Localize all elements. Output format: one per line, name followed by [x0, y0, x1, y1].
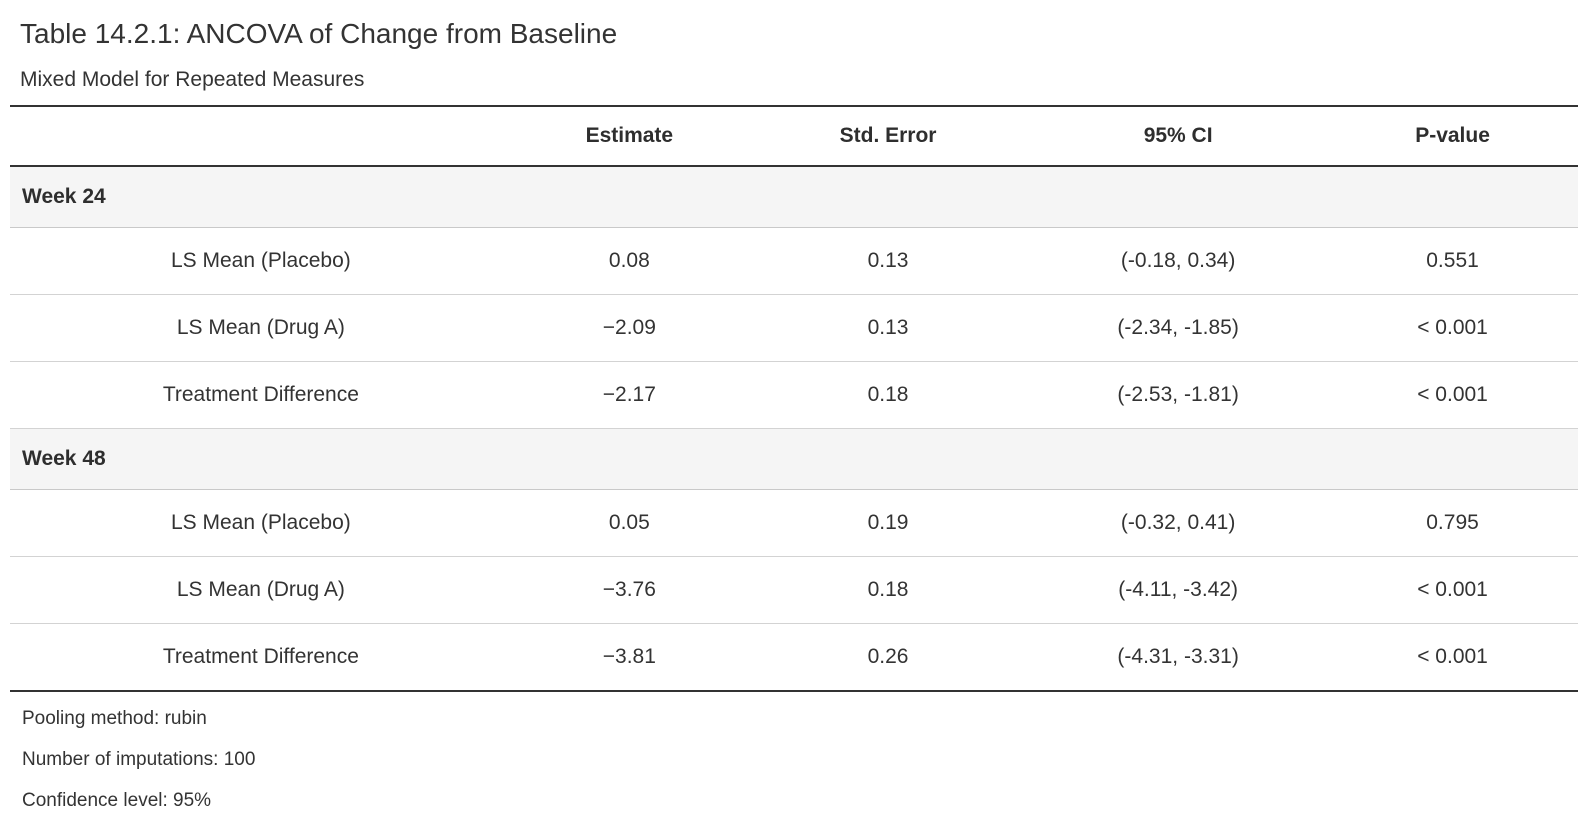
cell-estimate: −2.17: [511, 361, 747, 429]
footnote-pooling-method: Pooling method: rubin: [22, 708, 207, 729]
row-label: Treatment Difference: [10, 361, 512, 429]
group-label: Week 24: [10, 166, 1578, 228]
table-subtitle: Mixed Model for Repeated Measures: [20, 68, 365, 91]
cell-ci: (-2.53, -1.81): [1029, 361, 1328, 429]
cell-p-value: < 0.001: [1327, 294, 1578, 362]
table-title: Table 14.2.1: ANCOVA of Change from Base…: [20, 18, 618, 49]
column-header-ci: 95% CI: [1143, 124, 1213, 147]
column-header-std-error: Std. Error: [839, 124, 937, 147]
cell-p-value: 0.551: [1327, 227, 1578, 295]
cell-std-error: 0.18: [746, 361, 1030, 429]
row-label: Treatment Difference: [10, 623, 512, 691]
cell-ci: (-0.18, 0.34): [1029, 227, 1328, 295]
column-header-estimate: Estimate: [585, 124, 674, 147]
table-row: LS Mean (Drug A) −3.76 0.18 (-4.11, -3.42) <…: [10, 556, 1578, 624]
group-row: Week 48: [10, 428, 1578, 490]
cell-ci: (-4.11, -3.42): [1029, 556, 1328, 624]
table-body: Week 24 LS Mean (Placebo) 0.08 0.13 (-0.18, …: [10, 166, 1578, 691]
cell-std-error: 0.18: [746, 556, 1030, 624]
cell-estimate: 0.08: [511, 227, 747, 295]
table-head: Estimate Std. Error 95% CI P-value: [10, 106, 1578, 166]
cell-p-value: < 0.001: [1327, 623, 1578, 691]
table-row: LS Mean (Placebo) 0.05 0.19 (-0.32, 0.41) 0.…: [10, 489, 1578, 557]
column-header-stub: [10, 106, 512, 166]
cell-ci: (-4.31, -3.31): [1029, 623, 1328, 691]
group-label: Week 48: [10, 428, 1578, 490]
footnote-imputations: Number of imputations: 100: [22, 749, 256, 770]
cell-estimate: −2.09: [511, 294, 747, 362]
cell-ci: (-2.34, -1.85): [1029, 294, 1328, 362]
ancova-table: Estimate Std. Error 95% CI P-value Week …: [10, 105, 1578, 692]
cell-p-value: < 0.001: [1327, 556, 1578, 624]
footnote-confidence-level: Confidence level: 95%: [22, 790, 212, 811]
table-row: Treatment Difference −3.81 0.26 (-4.31, -3.…: [10, 623, 1578, 691]
row-label: LS Mean (Placebo): [10, 489, 512, 557]
cell-estimate: −3.76: [511, 556, 747, 624]
table-row: Treatment Difference −2.17 0.18 (-2.53, -1.…: [10, 361, 1578, 429]
cell-std-error: 0.13: [746, 294, 1030, 362]
cell-p-value: < 0.001: [1327, 361, 1578, 429]
cell-std-error: 0.13: [746, 227, 1030, 295]
cell-std-error: 0.26: [746, 623, 1030, 691]
cell-ci: (-0.32, 0.41): [1029, 489, 1328, 557]
table-row: LS Mean (Drug A) −2.09 0.13 (-2.34, -1.85) <…: [10, 294, 1578, 362]
row-label: LS Mean (Drug A): [10, 294, 512, 362]
group-row: Week 24: [10, 166, 1578, 228]
row-label: LS Mean (Drug A): [10, 556, 512, 624]
column-header-row: Estimate Std. Error 95% CI P-value: [10, 106, 1578, 166]
table-row: LS Mean (Placebo) 0.08 0.13 (-0.18, 0.34) 0.…: [10, 227, 1578, 295]
cell-estimate: 0.05: [511, 489, 747, 557]
table-header-block: Table 14.2.1: ANCOVA of Change from Base…: [10, 0, 1578, 105]
cell-p-value: 0.795: [1327, 489, 1578, 557]
cell-std-error: 0.19: [746, 489, 1030, 557]
cell-estimate: −3.81: [511, 623, 747, 691]
row-label: LS Mean (Placebo): [10, 227, 512, 295]
column-header-p-value: P-value: [1415, 124, 1490, 147]
footnotes: Pooling method: rubin Number of imputati…: [10, 692, 1578, 831]
